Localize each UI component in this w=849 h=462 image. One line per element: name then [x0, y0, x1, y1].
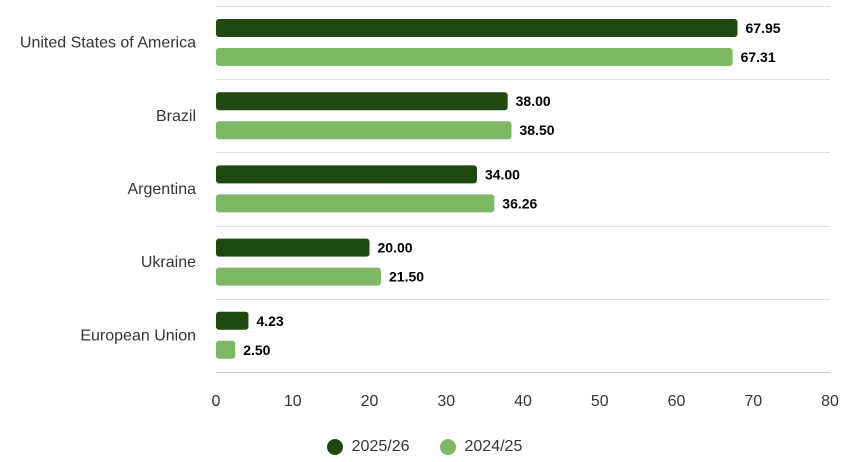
value-label: 38.50: [519, 122, 554, 138]
value-label: 36.26: [502, 195, 537, 211]
bar-1-3[interactable]: [216, 165, 477, 184]
x-tick-label: 70: [744, 393, 762, 410]
value-label: 4.23: [256, 313, 283, 329]
bar-chart: United States of America Brazil Argentina U…: [20, 6, 839, 410]
legend-item-series-1[interactable]: 2025/26: [326, 438, 410, 456]
bar-1-1[interactable]: [216, 19, 738, 37]
x-tick-label: 30: [437, 393, 455, 410]
x-tick-label: 10: [284, 393, 302, 410]
value-label: 67.95: [746, 20, 781, 36]
value-label: 34.00: [485, 166, 520, 182]
bars-group: [216, 19, 738, 359]
x-tick-label: 0: [212, 393, 221, 410]
x-tick-label: 20: [361, 393, 379, 410]
bar-2-5[interactable]: [216, 340, 236, 359]
category-label: Ukraine: [141, 254, 196, 271]
legend-label-series-1: 2025/26: [351, 438, 410, 455]
legend-item-series-2[interactable]: 2024/25: [439, 438, 523, 456]
x-tick-label: 60: [668, 393, 686, 410]
value-label: 67.31: [741, 49, 776, 65]
x-tick-label: 50: [591, 393, 609, 410]
legend: 2025/26 2024/25: [0, 434, 849, 460]
category-separators: [216, 6, 830, 300]
legend-dot-series-2: [439, 439, 456, 455]
bar-1-5[interactable]: [216, 311, 249, 330]
x-axis-ticks: 0 10 20 30 40 50 60 70 80: [212, 393, 839, 410]
category-label: United States of America: [20, 35, 196, 52]
bar-2-2[interactable]: [216, 121, 512, 140]
bar-1-4[interactable]: [216, 238, 370, 257]
bar-1-2[interactable]: [216, 92, 508, 111]
value-label: 2.50: [243, 342, 270, 358]
category-label: Brazil: [156, 108, 196, 125]
value-label: 20.00: [378, 240, 413, 256]
value-label: 21.50: [389, 269, 424, 285]
category-label: Argentina: [128, 181, 197, 198]
value-labels: 67.95 38.00 34.00 20.00 4.23 67.31 38.50 36.26 2…: [243, 20, 781, 358]
bar-2-1[interactable]: [216, 48, 733, 66]
value-label: 38.00: [516, 93, 551, 109]
x-tick-label: 80: [821, 393, 839, 410]
bar-2-3[interactable]: [216, 194, 495, 213]
legend-label-series-2: 2024/25: [464, 438, 523, 455]
bar-2-4[interactable]: [216, 267, 382, 286]
legend-dot-series-1: [326, 439, 343, 455]
x-tick-label: 40: [514, 393, 532, 410]
category-labels: United States of America Brazil Argentina U…: [20, 35, 196, 345]
category-label: European Union: [80, 327, 196, 344]
